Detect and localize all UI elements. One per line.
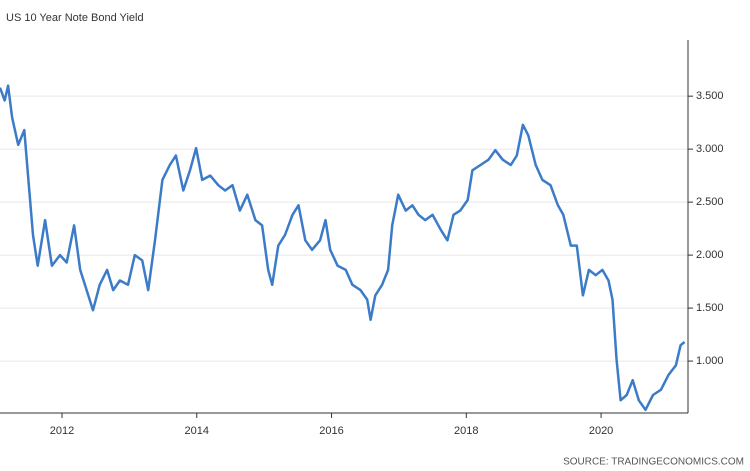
- y-tick-label: 1.500: [696, 302, 724, 314]
- chart-title: US 10 Year Note Bond Yield: [6, 12, 144, 24]
- x-tick-label: 2018: [454, 425, 478, 437]
- y-tick-label: 2.500: [696, 196, 724, 208]
- x-tick-label: 2016: [319, 425, 343, 437]
- y-tick-label: 3.000: [696, 143, 724, 155]
- y-tick-label: 3.500: [696, 90, 724, 102]
- x-tick-label: 2014: [185, 425, 209, 437]
- y-tick-label: 2.000: [696, 249, 724, 261]
- source: SOURCE: TRADINGECONOMICS.COM: [563, 457, 744, 468]
- x-tick-label: 2012: [50, 425, 74, 437]
- line: [0, 84, 686, 412]
- y-tick-label: 1.000: [696, 355, 724, 367]
- x-tick-label: 2020: [589, 425, 613, 437]
